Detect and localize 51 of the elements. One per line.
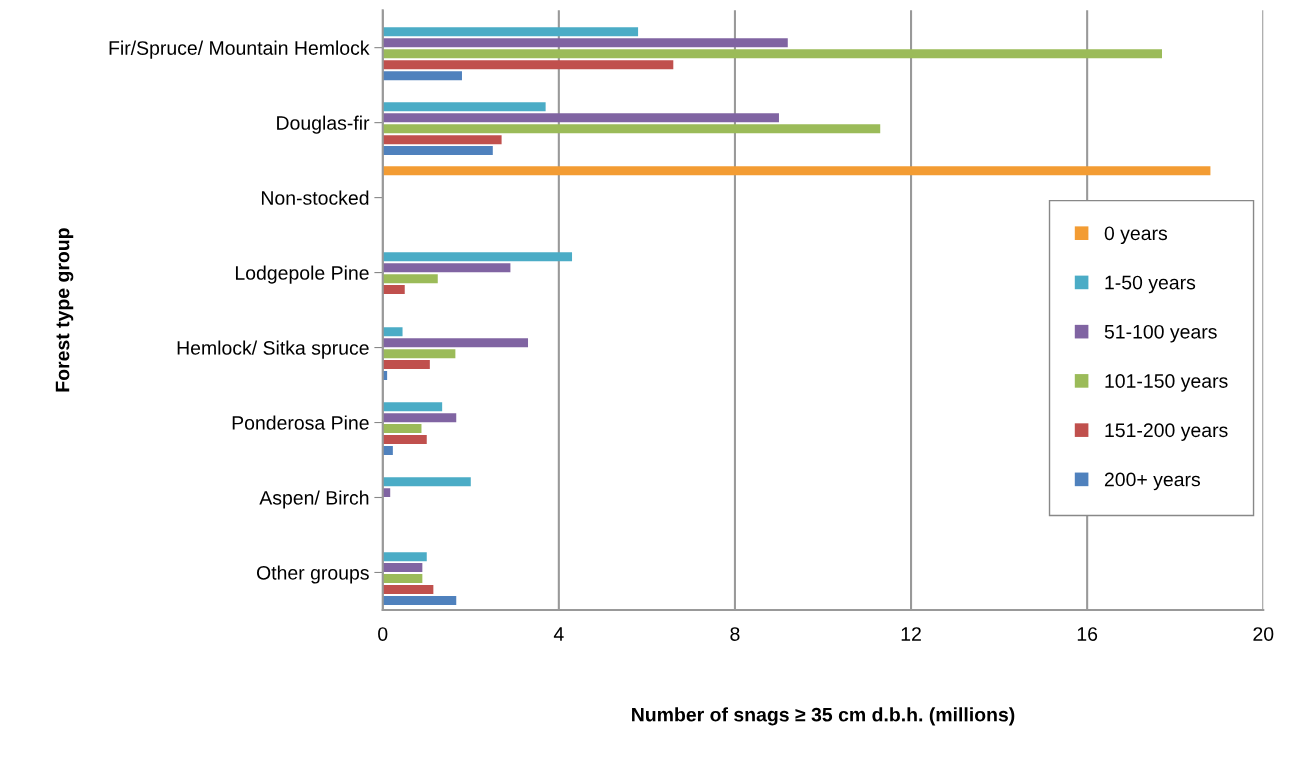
y-axis-title: Forest type group: [55, 228, 74, 392]
bar: [382, 338, 529, 348]
bar: [382, 102, 546, 112]
legend-label: 101-150 years: [1105, 374, 1228, 392]
bar: [382, 327, 403, 337]
bar: [382, 402, 443, 412]
bar: [382, 135, 502, 145]
bar: [382, 71, 462, 81]
y-tick-label: Other groups: [256, 565, 369, 584]
x-tick-label: 8: [730, 627, 740, 641]
bar: [382, 563, 423, 573]
x-tick-label: 12: [901, 627, 921, 641]
bar: [382, 574, 423, 584]
bar: [382, 595, 457, 605]
y-tick-label: Aspen/ Birch: [259, 490, 369, 509]
x-axis-title: Number of snags ≥ 35 cm d.b.h. (millions): [632, 707, 1015, 726]
bar: [382, 27, 639, 37]
y-tick-label: Lodgepole Pine: [235, 265, 369, 284]
x-tick-label: 4: [553, 627, 564, 641]
bar: [382, 274, 438, 284]
bar: [382, 584, 434, 594]
bar: [382, 60, 674, 70]
legend-label: 1-50 years: [1105, 275, 1196, 294]
y-tick-label: Non-stocked: [261, 190, 369, 205]
bar: [382, 349, 456, 359]
bar: [382, 124, 881, 134]
bar: [382, 477, 471, 487]
bar: [382, 166, 1211, 176]
bar: [382, 263, 511, 273]
legend-label: 200+ years: [1104, 472, 1201, 491]
bar: [382, 38, 788, 48]
bar: [382, 424, 422, 434]
legend-label: 151-200 years: [1105, 423, 1228, 441]
legend-label: 51-100 years: [1104, 324, 1217, 343]
legend-label: 0 years: [1104, 226, 1168, 245]
y-tick-label: Fir/Spruce/ Mountain Hemlock: [109, 40, 370, 59]
x-tick-label: 0: [378, 627, 388, 641]
bar: [382, 113, 779, 123]
y-tick-label: Ponderosa Pine: [232, 415, 369, 430]
y-tick-label: Douglas-fir: [277, 115, 370, 134]
bar: [382, 435, 427, 445]
bar: [382, 360, 430, 370]
x-tick-label: 20: [1253, 627, 1274, 641]
bar: [382, 252, 573, 262]
bar: [382, 146, 493, 156]
x-tick-label: 16: [1077, 627, 1098, 641]
bar: [382, 49, 1162, 59]
bar: [382, 285, 405, 295]
y-tick-label: Hemlock/ Sitka spruce: [177, 340, 369, 359]
bar: [382, 552, 427, 562]
bar: [382, 413, 457, 423]
